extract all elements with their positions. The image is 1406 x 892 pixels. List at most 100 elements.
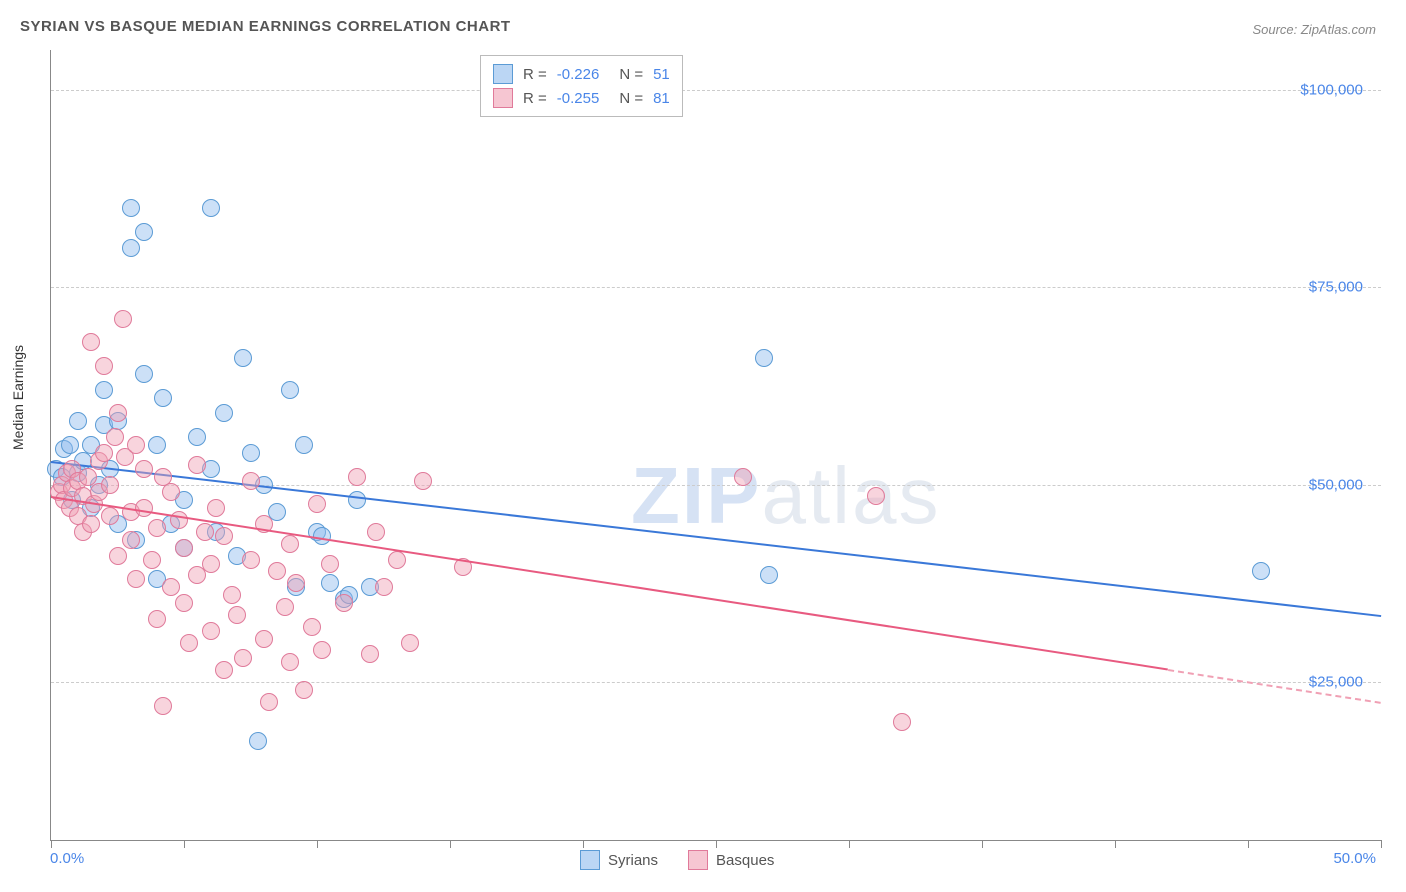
gridline <box>51 682 1381 683</box>
xaxis-max-label: 50.0% <box>1333 850 1376 867</box>
scatter-point <box>135 223 153 241</box>
xtick <box>849 840 850 848</box>
scatter-point <box>281 653 299 671</box>
scatter-point <box>268 562 286 580</box>
scatter-point <box>196 523 214 541</box>
scatter-point <box>760 566 778 584</box>
swatch-basques-icon <box>688 850 708 870</box>
scatter-point <box>101 476 119 494</box>
scatter-point <box>122 239 140 257</box>
scatter-point <box>207 499 225 517</box>
scatter-point <box>401 634 419 652</box>
scatter-point <box>867 487 885 505</box>
scatter-point <box>361 645 379 663</box>
gridline <box>51 287 1381 288</box>
stats-legend-box: R = -0.226 N = 51 R = -0.255 N = 81 <box>480 55 683 117</box>
scatter-point <box>281 535 299 553</box>
scatter-point <box>188 456 206 474</box>
n-value-basques: 81 <box>653 90 670 107</box>
scatter-point <box>249 732 267 750</box>
scatter-point <box>242 551 260 569</box>
scatter-point <box>148 436 166 454</box>
xtick <box>184 840 185 848</box>
scatter-point <box>175 594 193 612</box>
r-value-syrians: -0.226 <box>557 66 600 83</box>
scatter-point <box>321 555 339 573</box>
xtick <box>450 840 451 848</box>
scatter-point <box>202 199 220 217</box>
chart-container: SYRIAN VS BASQUE MEDIAN EARNINGS CORRELA… <box>0 0 1406 892</box>
ytick-label: $50,000 <box>1309 476 1363 493</box>
scatter-point <box>375 578 393 596</box>
scatter-point <box>162 578 180 596</box>
scatter-point <box>348 468 366 486</box>
gridline <box>51 90 1381 91</box>
scatter-point <box>135 499 153 517</box>
r-value-basques: -0.255 <box>557 90 600 107</box>
scatter-point <box>321 574 339 592</box>
scatter-point <box>260 693 278 711</box>
r-label: R = <box>523 90 547 107</box>
ytick-label: $100,000 <box>1300 81 1363 98</box>
xtick <box>51 840 52 848</box>
scatter-point <box>234 649 252 667</box>
scatter-point <box>367 523 385 541</box>
scatter-point <box>295 681 313 699</box>
scatter-point <box>143 551 161 569</box>
stats-row-syrians: R = -0.226 N = 51 <box>493 62 670 86</box>
trend-line <box>51 496 1168 671</box>
xtick <box>1248 840 1249 848</box>
scatter-point <box>148 519 166 537</box>
scatter-point <box>202 622 220 640</box>
scatter-point <box>154 697 172 715</box>
scatter-point <box>215 661 233 679</box>
scatter-point <box>95 357 113 375</box>
swatch-syrians-icon <box>493 64 513 84</box>
legend-item-basques: Basques <box>688 850 774 870</box>
scatter-point <box>69 412 87 430</box>
scatter-point <box>180 634 198 652</box>
ytick-label: $75,000 <box>1309 279 1363 296</box>
scatter-point <box>755 349 773 367</box>
scatter-point <box>335 594 353 612</box>
source-label: Source: ZipAtlas.com <box>1252 22 1376 37</box>
scatter-point <box>148 610 166 628</box>
scatter-point <box>127 570 145 588</box>
scatter-point <box>175 539 193 557</box>
chart-title: SYRIAN VS BASQUE MEDIAN EARNINGS CORRELA… <box>20 18 511 35</box>
scatter-point <box>122 199 140 217</box>
scatter-point <box>734 468 752 486</box>
n-label: N = <box>619 90 643 107</box>
scatter-point <box>127 436 145 454</box>
scatter-point <box>215 404 233 422</box>
scatter-point <box>281 381 299 399</box>
xaxis-min-label: 0.0% <box>50 850 84 867</box>
xtick <box>716 840 717 848</box>
xtick <box>317 840 318 848</box>
scatter-point <box>242 472 260 490</box>
swatch-syrians-icon <box>580 850 600 870</box>
scatter-point <box>135 460 153 478</box>
scatter-point <box>122 531 140 549</box>
legend-label-syrians: Syrians <box>608 852 658 869</box>
n-label: N = <box>619 66 643 83</box>
scatter-point <box>228 606 246 624</box>
yaxis-title: Median Earnings <box>10 345 26 450</box>
scatter-point <box>114 310 132 328</box>
scatter-point <box>234 349 252 367</box>
scatter-point <box>223 586 241 604</box>
scatter-point <box>1252 562 1270 580</box>
scatter-point <box>101 507 119 525</box>
scatter-point <box>287 574 305 592</box>
scatter-point <box>135 365 153 383</box>
scatter-point <box>893 713 911 731</box>
scatter-point <box>215 527 233 545</box>
stats-row-basques: R = -0.255 N = 81 <box>493 86 670 110</box>
scatter-point <box>303 618 321 636</box>
n-value-syrians: 51 <box>653 66 670 83</box>
xtick <box>1115 840 1116 848</box>
scatter-point <box>295 436 313 454</box>
scatter-point <box>313 641 331 659</box>
scatter-point <box>388 551 406 569</box>
scatter-point <box>202 555 220 573</box>
